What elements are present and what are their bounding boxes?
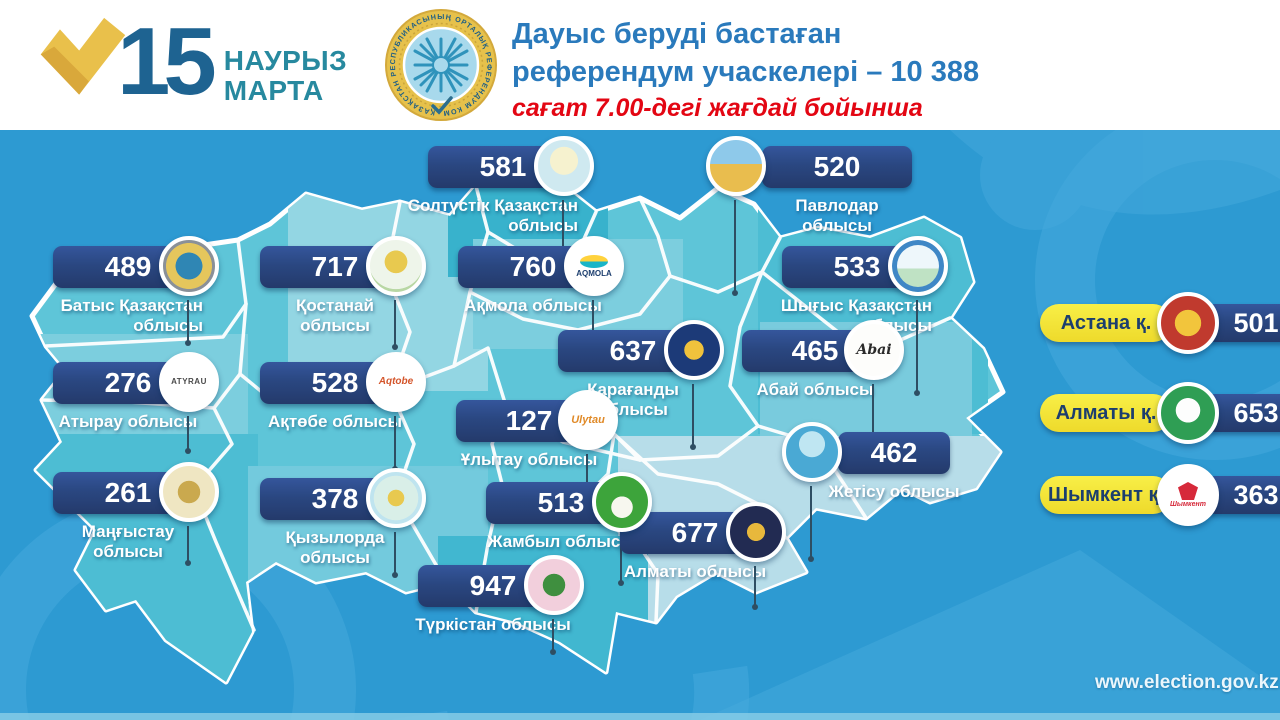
emblem-almaty-city-icon	[1157, 382, 1219, 444]
region-aqtobe: 528 Aqtobe Ақтөбе облысы	[260, 352, 426, 472]
pin-line	[808, 486, 814, 562]
bottom-strip	[0, 713, 1280, 720]
region-name-aqmola: Ақмола облысы	[464, 296, 602, 315]
pin-line	[392, 416, 398, 472]
pin-line	[560, 200, 566, 252]
region-abai: 465 Abai Абай облысы	[742, 320, 904, 446]
region-ulytau: 127 Ulytau Ұлытау облысы	[456, 390, 618, 510]
subtitle-time-note: сағат 7.00-дегі жағдай бойынша	[512, 94, 923, 123]
emblem-zhetisu-icon	[782, 422, 842, 482]
emblem-kyzylorda-icon	[366, 468, 426, 528]
emblem-label: Ulytau	[571, 413, 605, 426]
title-line-2: референдум учаскелері – 10 388	[512, 55, 980, 88]
pin-line	[550, 619, 556, 655]
emblem-kostanay-icon	[366, 236, 426, 296]
region-pavlodar: 520 Павлодар облысы	[706, 136, 912, 296]
emblem-aqmola-icon: AQMOLA	[564, 236, 624, 296]
pin-line	[752, 566, 758, 610]
city-astana: Астана қ. 501	[1040, 292, 1280, 354]
map-area: 581 Солтүстік Қазақстан облысы 520 Павло…	[0, 130, 1280, 720]
city-name-almaty: Алматы қ.	[1040, 394, 1172, 432]
region-name-turkistan: Түркістан облысы	[415, 615, 571, 634]
pin-line	[392, 532, 398, 578]
pin-line	[914, 300, 920, 396]
emblem-almaty-obl-icon	[726, 502, 786, 562]
logo-day-number: 15	[117, 8, 217, 115]
emblem-karagandy-icon	[664, 320, 724, 380]
emblem-zhambyl-icon	[592, 472, 652, 532]
website-url: www.election.gov.kz	[1095, 672, 1279, 693]
city-name-shymkent: Шымкент қ.	[1040, 476, 1172, 514]
region-name-pavlodar: Павлодар облысы	[795, 196, 879, 236]
emblem-label: AQMOLA	[576, 268, 612, 278]
region-shygys-qazaqstan: 533 Шығыс Қазақстан облысы	[781, 236, 948, 396]
checkmark-icon	[40, 17, 126, 95]
city-name-astana: Астана қ.	[1040, 304, 1172, 342]
emblem-batys-icon	[159, 236, 219, 296]
region-batys-qazaqstan: 489 Батыс Қазақстан облысы	[53, 236, 219, 346]
region-name-batys: Батыс Қазақстан облысы	[60, 296, 203, 336]
date-logo: 15 НАУРЫЗ МАРТА	[35, 12, 347, 112]
city-value-astana: 501	[1204, 304, 1280, 342]
region-name-zhambyl: Жамбыл облысы	[487, 532, 635, 551]
region-name-kostanay: Қостанай облысы	[296, 296, 374, 336]
region-name-kyzylorda: Қызылорда облысы	[285, 528, 385, 568]
region-turkistan: 947 Түркістан облысы	[415, 555, 584, 655]
emblem-label: Abai	[856, 342, 892, 358]
region-name-mangystau: Маңғыстау облысы	[81, 522, 175, 562]
region-qostanay: 717 Қостанай облысы	[260, 236, 426, 350]
emblem-label: ATYRAU	[171, 377, 207, 386]
title-line-1: Дауыс беруді бастаған	[512, 18, 842, 50]
region-name-ulytau: Ұлытау облысы	[460, 450, 598, 469]
emblem-mangystau-icon	[159, 462, 219, 522]
emblem-atyrau-icon: ATYRAU	[159, 352, 219, 412]
region-name-abai: Абай облысы	[756, 380, 874, 399]
emblem-aqtobe-icon: Aqtobe	[366, 352, 426, 412]
pin-line	[185, 416, 191, 454]
region-zhetisu: 462 Жетісу облысы	[782, 422, 960, 562]
month-kazakh: НАУРЫЗ	[223, 45, 348, 76]
header: 15 НАУРЫЗ МАРТА ҚАЗАҚСТАН РЕСПУБЛИКАСЫНЫ…	[0, 0, 1280, 130]
value-badge-pavlodar: 520	[762, 146, 912, 188]
region-qaragandy: 637 Қарағанды облысы	[558, 320, 724, 450]
referendum-commission-seal-icon: ҚАЗАҚСТАН РЕСПУБЛИКАСЫНЫҢ ОРТАЛЫҚ РЕФЕРЕ…	[383, 6, 497, 121]
emblem-shymkent-icon: Шымкент	[1157, 464, 1219, 526]
region-name-sko: Солтүстік Қазақстан облысы	[407, 196, 578, 236]
pin-line	[392, 300, 398, 350]
pin-line	[732, 200, 738, 296]
region-zhambyl: 513 Жамбыл облысы	[486, 472, 652, 586]
pin-line	[690, 384, 696, 450]
emblem-astana-icon	[1157, 292, 1219, 354]
region-soltustik-qazaqstan: 581 Солтүстік Қазақстан облысы	[408, 136, 594, 252]
city-almaty: Алматы қ. 653	[1040, 382, 1280, 444]
region-name-almaty-obl: Алматы облысы	[623, 562, 767, 581]
pin-line	[185, 300, 191, 346]
month-russian: МАРТА	[223, 75, 324, 107]
emblem-shygys-icon	[888, 236, 948, 296]
region-atyrau: 276 ATYRAU Атырау облысы	[53, 352, 219, 454]
region-qyzylorda: 378 Қызылорда облысы	[260, 468, 426, 578]
emblem-label: Aqtobe	[378, 376, 414, 387]
pin-line	[185, 526, 191, 566]
emblem-ulytau-icon: Ulytau	[558, 390, 618, 450]
title-block: Дауыс беруді бастаған референдум учаскел…	[512, 16, 979, 123]
region-almaty-oblysy: 677 Алматы облысы	[620, 502, 786, 610]
emblem-turkistan-icon	[524, 555, 584, 615]
region-name-atyrau: Атырау облысы	[58, 412, 198, 431]
region-name-aqtobe: Ақтөбе облысы	[268, 412, 402, 431]
emblem-pavlodar-icon	[706, 136, 766, 196]
emblem-label: Шымкент	[1170, 501, 1206, 508]
logo-month-text: НАУРЫЗ МАРТА	[223, 45, 348, 107]
region-name-zhetisu: Жетісу облысы	[828, 482, 960, 501]
value-badge-zhetisu: 462	[838, 432, 950, 474]
region-mangystau: 261 Маңғыстау облысы	[53, 462, 219, 566]
emblem-abai-icon: Abai	[844, 320, 904, 380]
emblem-sko-icon	[534, 136, 594, 196]
city-shymkent: Шымкент қ. Шымкент 363	[1040, 464, 1280, 526]
pin-line	[618, 536, 624, 586]
region-aqmola: 760 AQMOLA Ақмола облысы	[458, 236, 624, 356]
